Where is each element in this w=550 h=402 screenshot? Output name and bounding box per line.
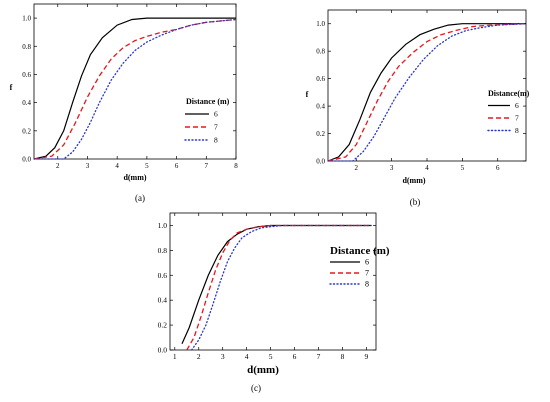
plot-frame: [33, 3, 237, 160]
x-tick-label: 3: [86, 162, 90, 170]
chart-panel-1: 0.0 0.2 0.4 0.6 0.8 1.0 2 3 4 5 6 7 8 d(mm) f Distance …: [10, 3, 238, 203]
y-tick-label: 1.0: [22, 15, 31, 23]
y-tick-label: 0.8: [22, 43, 31, 51]
x-tick-label: 5: [269, 352, 273, 361]
x-tick-label: 6: [496, 164, 500, 172]
panel-label: (c): [251, 383, 261, 393]
y-tick-label: 0.2: [316, 130, 325, 138]
legend-label-8: 8: [515, 126, 519, 135]
x-tick-label: 8: [234, 162, 238, 170]
series-line-6: [181, 224, 372, 345]
x-tick-label: 4: [115, 162, 119, 170]
y-tick-label: 0.8: [158, 246, 168, 255]
y-tick-label: 0.0: [316, 158, 325, 166]
legend-title: Distance (m): [186, 97, 230, 106]
panel-label: (a): [135, 193, 145, 203]
series-line-7: [186, 224, 372, 351]
y-tick-label: 1.0: [158, 221, 168, 230]
series-line-8: [190, 224, 372, 351]
y-tick-label: 0.0: [22, 156, 31, 164]
x-tick-label: 9: [365, 352, 369, 361]
y-tick-label: 0.8: [316, 48, 325, 56]
y-tick-label: 0.6: [158, 271, 168, 280]
x-tick-label: 4: [425, 164, 429, 172]
x-tick-label: 2: [355, 164, 359, 172]
x-tick-label: 3: [390, 164, 394, 172]
x-tick-label: 8: [341, 352, 345, 361]
plot-frame: [169, 212, 377, 351]
x-tick-label: 2: [56, 162, 60, 170]
y-tick-label: 0.2: [22, 127, 31, 135]
series-line-6: [33, 17, 236, 160]
y-tick-label: 1.0: [316, 20, 325, 28]
y-tick-label: 0.2: [158, 321, 168, 330]
x-tick-label: 7: [317, 352, 321, 361]
y-tick-label: 0.6: [316, 75, 325, 83]
legend-label-8: 8: [365, 280, 369, 289]
x-tick-label: 5: [461, 164, 465, 172]
x-tick-label: 5: [145, 162, 149, 170]
series-line-6: [327, 23, 526, 162]
y-tick-label: 0.4: [316, 103, 325, 111]
x-tick-label: 6: [293, 352, 297, 361]
x-tick-label: 3: [221, 352, 225, 361]
legend-label-7: 7: [515, 114, 519, 123]
x-axis-label: d(mm): [247, 364, 279, 376]
y-axis-label: f: [10, 83, 13, 92]
series-line-8: [33, 18, 237, 160]
x-tick-label: 7: [205, 162, 209, 170]
legend-label-8: 8: [214, 136, 218, 145]
x-axis-label: d(mm): [402, 176, 425, 185]
legend-title: Distance(m): [488, 89, 530, 98]
series-line-7: [33, 18, 237, 160]
legend-label-6: 6: [365, 258, 369, 267]
legend-label-7: 7: [365, 269, 369, 278]
y-axis-label: f: [306, 90, 309, 99]
x-axis-label: d(mm): [123, 173, 146, 182]
legend-label-7: 7: [214, 123, 218, 132]
plot-frame: [327, 9, 527, 162]
legend-title: Distance (m): [330, 245, 390, 257]
x-tick-label: 2: [197, 352, 201, 361]
x-tick-label: 4: [245, 352, 249, 361]
chart-panel-2: 0.0 0.2 0.4 0.6 0.8 1.0 2 3 4 5 6 d(mm) f Distance(m)…: [306, 9, 530, 207]
y-tick-label: 0.4: [158, 296, 168, 305]
panel-label: (b): [410, 197, 421, 207]
y-tick-label: 0.6: [22, 71, 31, 79]
legend-label-6: 6: [214, 110, 218, 119]
y-tick-label: 0.4: [22, 99, 31, 107]
x-tick-label: 6: [175, 162, 179, 170]
chart-panel-3: 0.0 0.2 0.4 0.6 0.8 1.0 1 2 3 4 5 6 7 8 9 d(mm) Distance…: [158, 212, 390, 393]
x-tick-label: 1: [173, 352, 177, 361]
series-line-8: [327, 23, 527, 162]
legend-label-6: 6: [515, 101, 519, 110]
y-tick-label: 0.0: [158, 346, 168, 355]
